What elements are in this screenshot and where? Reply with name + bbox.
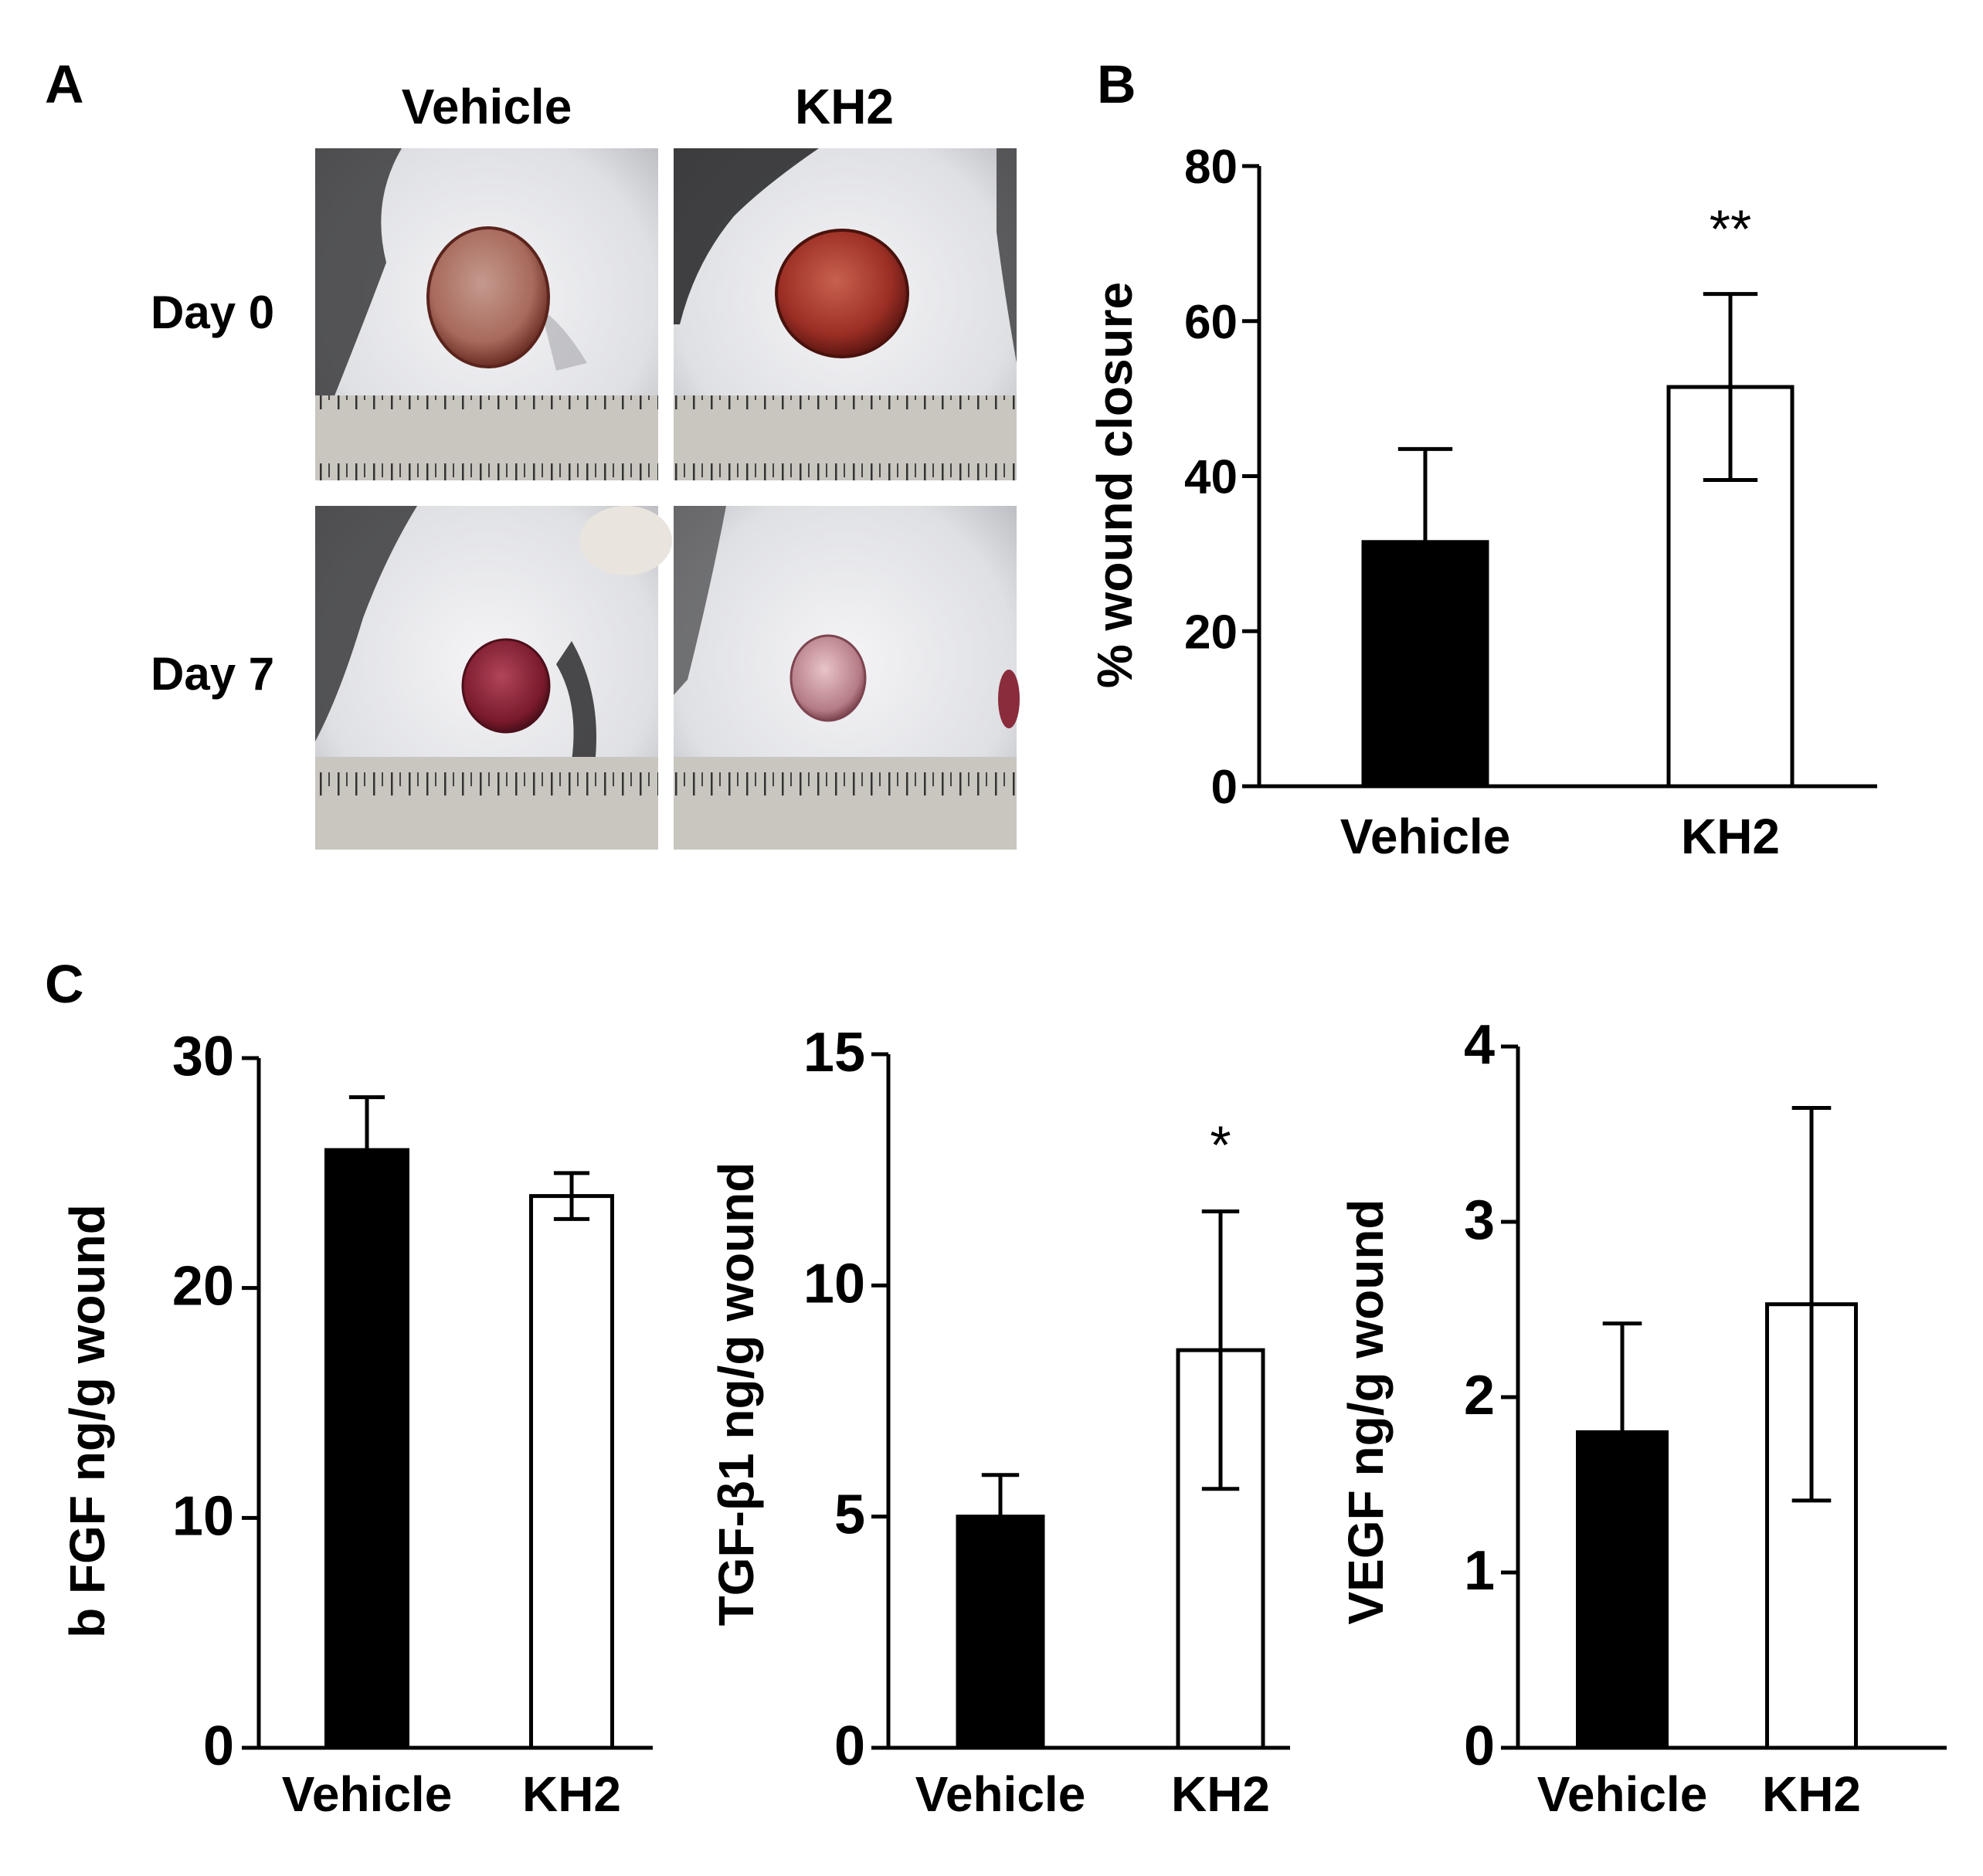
photo-kh2-day7 — [674, 506, 1020, 850]
chart-b-bar-vehicle — [1361, 540, 1489, 789]
chart-c3-category-label: KH2 — [1762, 1766, 1861, 1822]
chart-c1-bar-vehicle — [324, 1148, 409, 1750]
panel-a: A Vehicle KH2 Day 0 Day 7 — [45, 54, 1020, 850]
column-label-vehicle: Vehicle — [402, 79, 572, 134]
chart-c1-y-axis-title: b FGF ng/g wound — [59, 1204, 115, 1638]
chart-c3-y-tick-label: 2 — [1464, 1365, 1495, 1427]
chart-c2-y-tick-label: 0 — [834, 1715, 865, 1777]
panel-c-letter: C — [45, 954, 84, 1014]
row-label-day0: Day 0 — [151, 287, 274, 338]
chart-c1: 0 10 20 30 Vehicle KH2 — [172, 1026, 653, 1822]
photo-vehicle-day0 — [315, 148, 658, 480]
chart-c2-y-tick-label: 15 — [803, 1022, 865, 1084]
chart-c2-category-label: Vehicle — [915, 1766, 1086, 1822]
chart-c3: 0 1 2 3 4 Vehicle KH2 — [1464, 1014, 1947, 1822]
chart-c3-category-label: Vehicle — [1537, 1766, 1708, 1822]
chart-b-y-axis-title: % wound closure — [1087, 282, 1143, 688]
chart-c3-y-tick-label: 4 — [1464, 1014, 1495, 1076]
chart-c1-y-tick-label: 10 — [172, 1485, 234, 1547]
chart-b-category-label: Vehicle — [1340, 809, 1511, 864]
chart-b-y-tick-label: 0 — [1211, 761, 1238, 814]
chart-c1-bar-kh2 — [529, 1194, 614, 1750]
chart-c1-category-label: Vehicle — [282, 1766, 453, 1822]
chart-b-significance-marker: ** — [1710, 199, 1751, 260]
panel-a-letter: A — [45, 54, 84, 114]
chart-c3-y-axis-title: VEGF ng/g wound — [1338, 1199, 1394, 1624]
chart-b-y-tick-label: 40 — [1184, 451, 1238, 504]
row-label-day7: Day 7 — [151, 648, 274, 700]
chart-c2-significance-marker: * — [1210, 1115, 1231, 1175]
panel-b: B % wound closure 0 20 40 60 80 Vehicle KH2 ** — [1087, 54, 1877, 864]
chart-b-category-label: KH2 — [1681, 809, 1780, 864]
chart-c1-category-label: KH2 — [522, 1766, 621, 1822]
chart-c2-category-label: KH2 — [1171, 1766, 1270, 1822]
chart-c1-y-tick-label: 0 — [203, 1715, 234, 1777]
chart-c3-y-tick-label: 0 — [1464, 1715, 1495, 1777]
chart-b-y-tick-label: 60 — [1184, 296, 1238, 349]
photo-kh2-day0 — [674, 148, 1017, 480]
photo-vehicle-day7 — [315, 506, 672, 850]
chart-c2-y-tick-label: 10 — [803, 1253, 865, 1315]
chart-b-y-tick-label: 20 — [1184, 606, 1238, 659]
chart-b-y-tick-label: 80 — [1184, 141, 1238, 194]
chart-c2: 0 5 10 15 Vehicle KH2 * — [803, 1022, 1290, 1822]
chart-c3-y-tick-label: 1 — [1464, 1540, 1495, 1602]
column-label-kh2: KH2 — [795, 79, 894, 134]
chart-c2-y-tick-label: 5 — [834, 1484, 865, 1546]
panel-b-letter: B — [1097, 54, 1136, 114]
chart-c1-y-tick-label: 20 — [172, 1256, 234, 1318]
chart-c3-y-tick-label: 3 — [1464, 1189, 1495, 1251]
chart-c2-y-axis-title: TGF-β1 ng/g wound — [708, 1162, 764, 1627]
chart-c1-y-tick-label: 30 — [172, 1026, 234, 1087]
chart-c3-bar-vehicle — [1576, 1430, 1669, 1750]
chart-c2-bar-vehicle — [956, 1515, 1045, 1750]
panel-c: C b FGF ng/g wound TGF-β1 ng/g wound VEG… — [45, 954, 1947, 1822]
chart-b: 0 20 40 60 80 Vehicle KH2 ** — [1184, 141, 1877, 864]
